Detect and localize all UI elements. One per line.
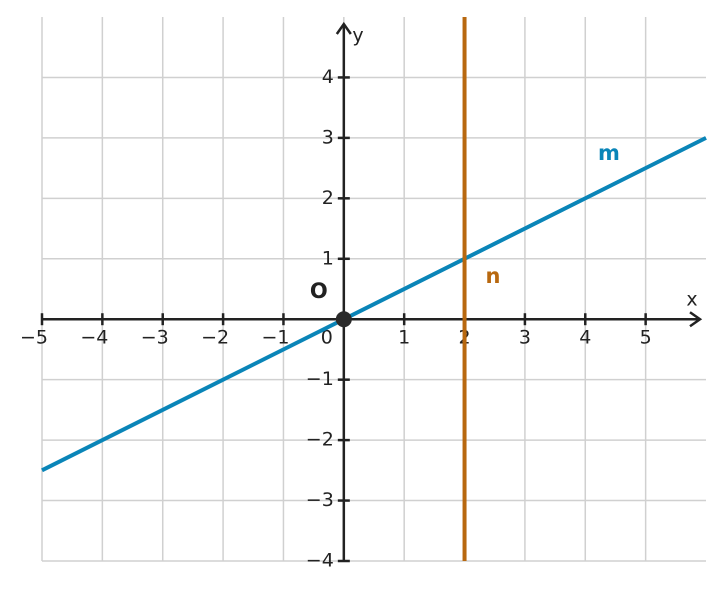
- x-tick-label: 4: [579, 327, 591, 349]
- x-tick-label: 0: [321, 327, 333, 349]
- y-tick-label: 1: [322, 247, 334, 269]
- x-axis-label: x: [686, 289, 697, 311]
- x-axis-arrow: [689, 311, 703, 328]
- x-tick-label: −2: [201, 327, 229, 349]
- y-tick-label: 4: [322, 66, 334, 88]
- x-tick-label: −1: [261, 327, 289, 349]
- x-tick-label: 5: [640, 327, 652, 349]
- y-tick-label: 2: [322, 187, 334, 209]
- y-tick-label: −2: [306, 429, 334, 451]
- x-tick-label: 3: [519, 327, 531, 349]
- y-tick-label: −4: [306, 550, 334, 572]
- y-axis-arrow: [335, 21, 352, 35]
- y-tick-label: −3: [306, 489, 334, 511]
- marks: m n O: [41, 17, 707, 561]
- y-tick-label: −1: [306, 368, 334, 390]
- series-line: [41, 136, 707, 473]
- point-label: O: [310, 279, 328, 303]
- point: [335, 311, 352, 328]
- series-label: n: [486, 264, 501, 288]
- x-tick-label: −5: [20, 327, 48, 349]
- series-label: m: [598, 141, 620, 165]
- x-tick-label: −4: [80, 327, 108, 349]
- y-axis-label: y: [352, 25, 363, 47]
- grid: [41, 17, 706, 562]
- y-tick-label: 3: [322, 126, 334, 148]
- x-tick-label: 1: [398, 327, 410, 349]
- x-tick-label: −3: [141, 327, 169, 349]
